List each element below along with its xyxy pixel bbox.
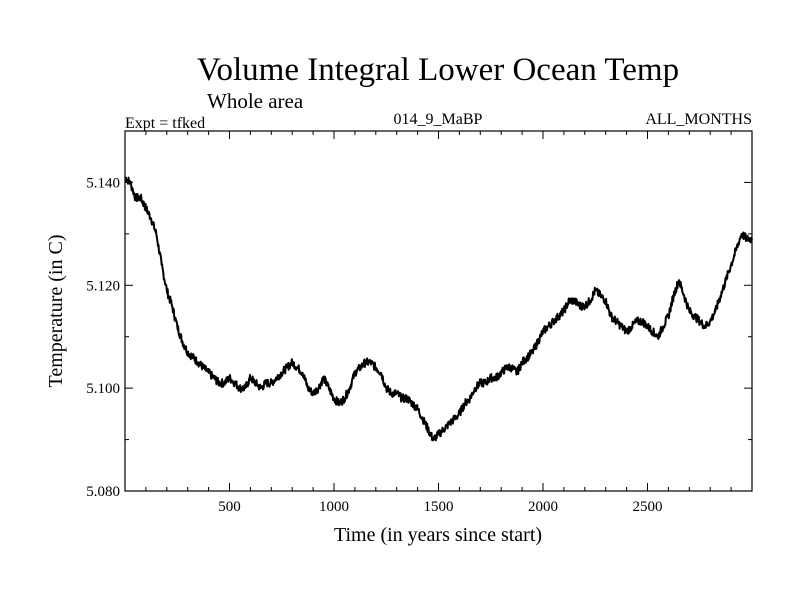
y-tick-label: 5.080 [86,484,120,500]
y-tick-label: 5.120 [86,278,120,294]
axis-ticks [125,130,752,492]
y-axis-label: Temperature (in C) [45,235,67,388]
x-axis-label: Time (in years since start) [334,524,542,546]
period-label: ALL_MONTHS [645,111,752,128]
plot-frame [124,130,753,492]
run-label: 014_9_MaBP [394,111,483,128]
chart-title: Volume Integral Lower Ocean Temp [197,52,679,88]
chart-subtitle: Whole area [207,89,304,113]
x-tick-label: 500 [218,499,241,515]
x-tick-label: 1000 [319,499,349,515]
x-tick-label: 1500 [424,499,454,515]
axis-tick-labels: 500 1000 1500 2000 2500 5.080 5.100 5.120 5.140 [86,175,662,515]
y-tick-label: 5.140 [86,175,120,191]
experiment-label: Expt = tfked [125,115,205,132]
series-line [124,176,753,442]
y-tick-label: 5.100 [86,381,120,397]
x-tick-label: 2500 [633,499,663,515]
x-tick-label: 2000 [528,499,558,515]
